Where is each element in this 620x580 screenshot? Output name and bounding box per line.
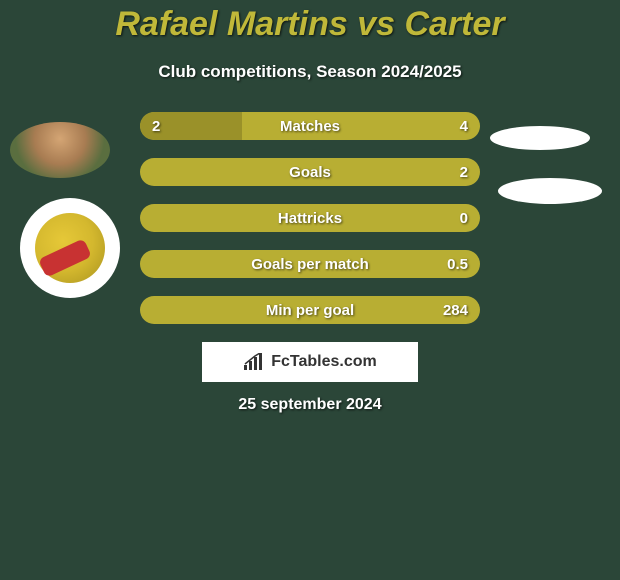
stat-value-right: 2 bbox=[460, 158, 468, 186]
stat-row-goals: Goals 2 bbox=[140, 158, 480, 186]
stat-label: Hattricks bbox=[140, 204, 480, 232]
stat-value-right: 0 bbox=[460, 204, 468, 232]
stat-label: Goals bbox=[140, 158, 480, 186]
player-avatar-right-placeholder bbox=[490, 126, 590, 150]
stat-label: Goals per match bbox=[140, 250, 480, 278]
stat-value-right: 284 bbox=[443, 296, 468, 324]
stat-label: Min per goal bbox=[140, 296, 480, 324]
club-badge-inner bbox=[35, 213, 105, 283]
stat-label: Matches bbox=[140, 112, 480, 140]
stat-value-right: 0.5 bbox=[447, 250, 468, 278]
club-badge-left bbox=[20, 198, 120, 298]
stat-row-hattricks: Hattricks 0 bbox=[140, 204, 480, 232]
stat-value-right: 4 bbox=[460, 112, 468, 140]
page-title: Rafael Martins vs Carter bbox=[0, 5, 620, 44]
attribution-badge: FcTables.com bbox=[202, 342, 418, 382]
player-avatar-left bbox=[10, 122, 110, 178]
stat-row-min-per-goal: Min per goal 284 bbox=[140, 296, 480, 324]
bar-chart-icon bbox=[243, 353, 265, 371]
subtitle: Club competitions, Season 2024/2025 bbox=[0, 62, 620, 82]
stat-row-matches: 2 Matches 4 bbox=[140, 112, 480, 140]
stat-row-goals-per-match: Goals per match 0.5 bbox=[140, 250, 480, 278]
racket-icon bbox=[38, 238, 92, 277]
club-badge-right-placeholder bbox=[498, 178, 602, 204]
attribution-text: FcTables.com bbox=[271, 353, 377, 371]
date-label: 25 september 2024 bbox=[0, 396, 620, 414]
